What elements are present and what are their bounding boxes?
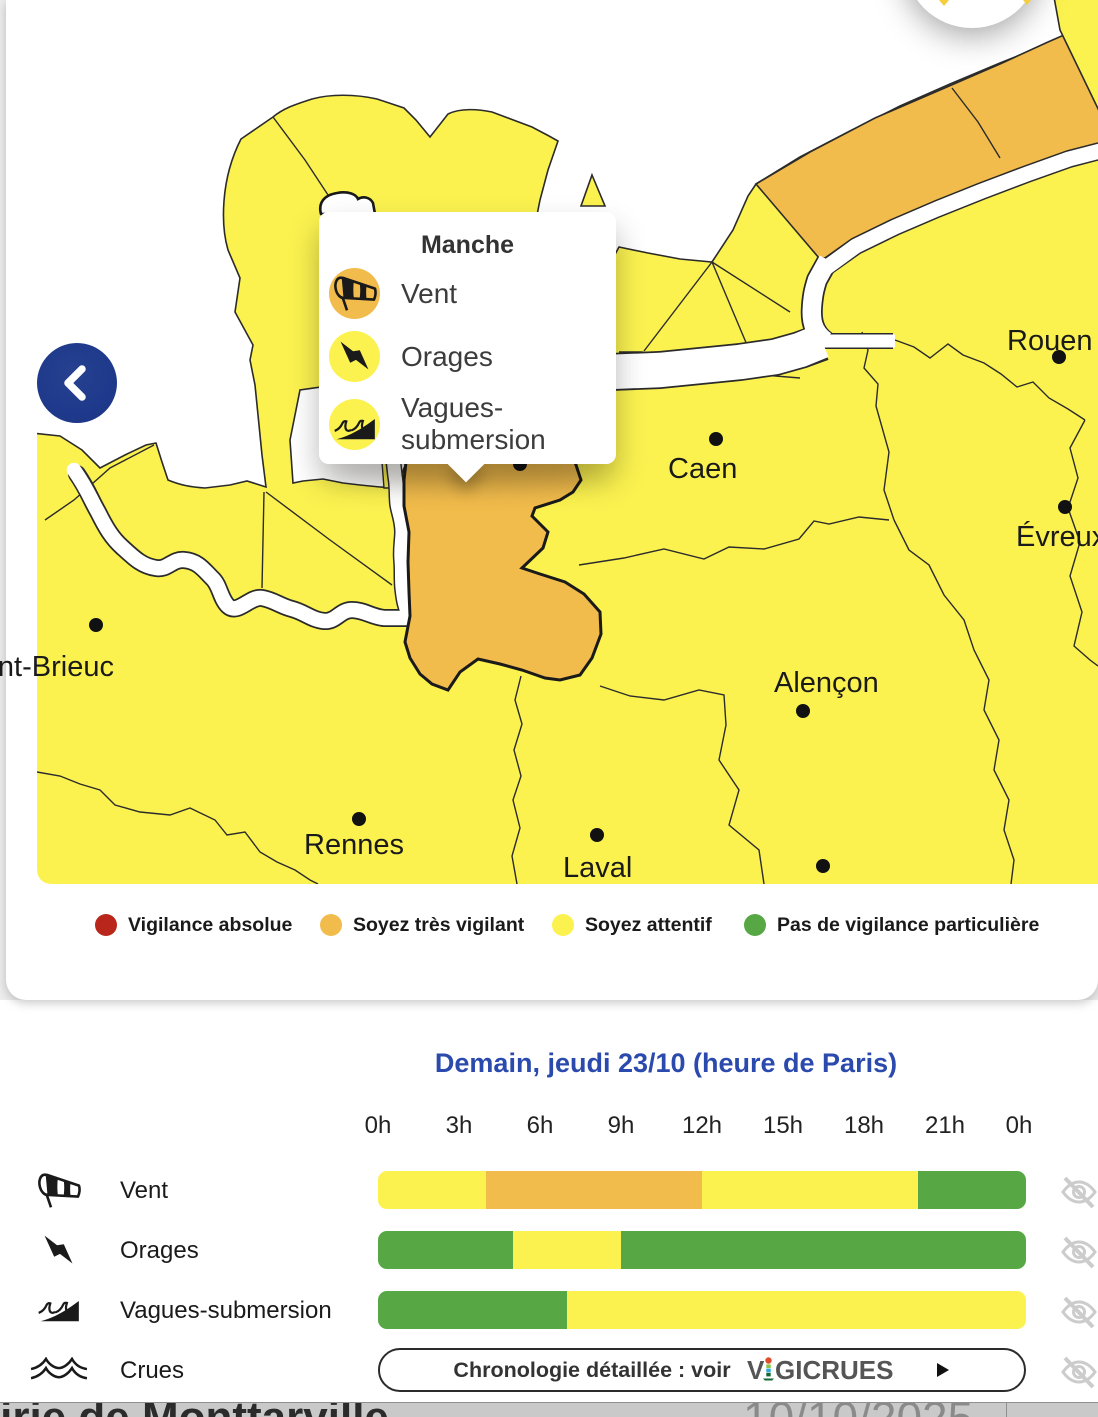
svg-text:Alençon: Alençon xyxy=(774,667,879,699)
svg-text:V: V xyxy=(747,1355,765,1385)
svg-text:Rennes: Rennes xyxy=(304,829,404,861)
svg-text:Caen: Caen xyxy=(668,453,737,485)
svg-text:Laval: Laval xyxy=(563,852,632,884)
svg-text:Rouen: Rouen xyxy=(1007,325,1092,357)
svg-text:Évreux: Évreux xyxy=(1016,520,1098,553)
svg-text:GICRUES: GICRUES xyxy=(775,1355,893,1385)
svg-text:Saint-Brieuc: Saint-Brieuc xyxy=(0,651,114,683)
